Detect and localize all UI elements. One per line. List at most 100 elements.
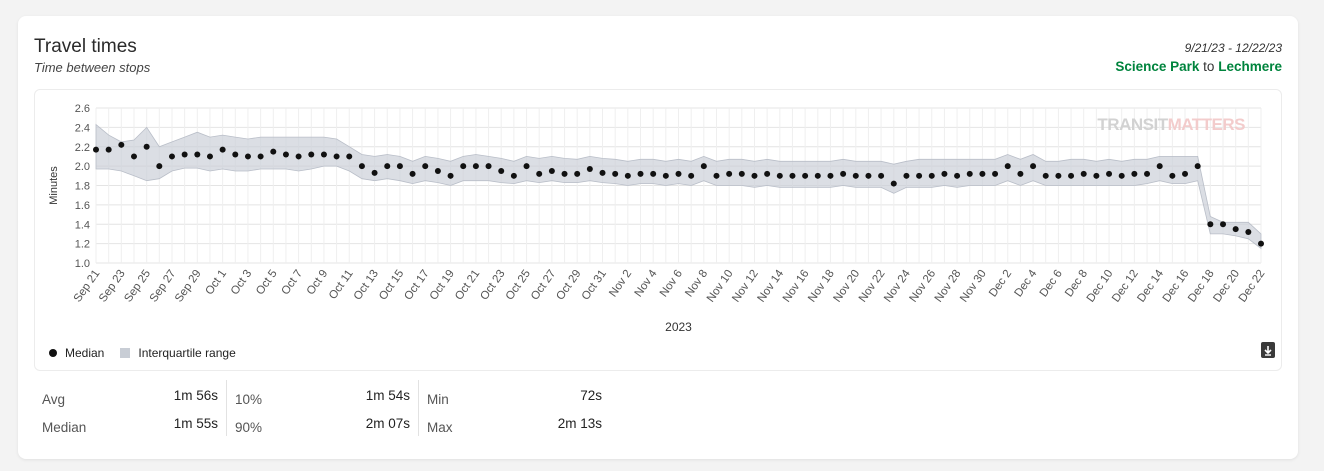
median-point xyxy=(1220,221,1227,228)
median-point xyxy=(599,169,606,176)
stat-min: Min 72s xyxy=(419,388,610,408)
median-point xyxy=(498,167,505,174)
iqr-legend-label[interactable]: Interquartile range xyxy=(138,346,236,360)
x-tick-label: Nov 6 xyxy=(658,268,685,299)
median-point xyxy=(472,163,479,170)
median-point xyxy=(1156,163,1163,170)
y-tick-label: 1.0 xyxy=(75,258,90,270)
stat-p10-value: 1m 54s xyxy=(365,388,410,403)
x-tick-label: Oct 1 xyxy=(203,268,229,297)
median-point xyxy=(1131,170,1138,177)
median-point xyxy=(168,153,175,160)
x-tick-label: Oct 11 xyxy=(327,268,356,302)
median-point xyxy=(624,172,631,179)
stat-max-label: Max xyxy=(427,420,453,435)
x-tick-label: Oct 9 xyxy=(305,268,331,297)
stats-col-avg-median: Avg 1m 56s Median 1m 55s xyxy=(34,380,226,436)
median-point xyxy=(637,170,644,177)
median-point xyxy=(548,167,555,174)
median-point xyxy=(713,172,720,179)
stat-median-value: 1m 55s xyxy=(173,416,218,431)
median-point xyxy=(295,153,302,160)
x-axis-label: 2023 xyxy=(665,320,692,334)
median-point xyxy=(1106,170,1113,177)
median-point xyxy=(675,170,682,177)
stat-p10: 10% 1m 54s xyxy=(227,388,418,408)
median-point xyxy=(1245,229,1252,235)
stat-p10-label: 10% xyxy=(235,392,263,407)
stat-max: Max 2m 13s xyxy=(419,416,610,436)
x-tick-label: Sep 29 xyxy=(173,268,204,305)
median-point xyxy=(1030,163,1037,170)
x-tick-label: Dec 22 xyxy=(1237,268,1268,305)
median-point xyxy=(979,170,986,177)
median-point xyxy=(928,172,935,179)
x-tick-label: Oct 31 xyxy=(580,268,609,303)
travel-times-card: Travel times Time between stops 9/21/23 … xyxy=(18,16,1298,459)
median-point xyxy=(878,172,885,179)
median-point xyxy=(814,172,821,179)
median-point xyxy=(890,180,897,187)
median-point xyxy=(726,170,733,177)
median-point xyxy=(1017,170,1024,177)
median-point xyxy=(827,172,834,179)
median-point xyxy=(586,166,593,173)
stats-col-percentiles: 10% 1m 54s 90% 2m 07s xyxy=(226,380,418,436)
y-tick-label: 2.2 xyxy=(75,142,90,154)
median-point xyxy=(118,141,125,148)
median-point xyxy=(447,172,454,179)
x-tick-label: Nov 4 xyxy=(633,267,660,299)
median-point xyxy=(282,151,289,158)
x-tick-label: Oct 17 xyxy=(402,268,431,303)
median-point xyxy=(865,172,872,179)
x-tick-label: Oct 15 xyxy=(377,268,406,303)
median-point xyxy=(1144,170,1151,177)
median-point xyxy=(308,151,315,158)
stat-avg: Avg 1m 56s xyxy=(34,388,226,408)
y-tick-label: 1.2 xyxy=(75,239,90,251)
stat-p90-value: 2m 07s xyxy=(365,416,410,431)
median-point xyxy=(650,170,657,177)
median-point xyxy=(561,170,568,177)
stat-p90-label: 90% xyxy=(235,420,263,435)
x-tick-label: Dec 4 xyxy=(1012,267,1039,299)
download-file-icon[interactable] xyxy=(1261,342,1275,358)
median-point xyxy=(270,148,277,155)
median-point xyxy=(320,151,327,158)
median-point xyxy=(1004,163,1011,170)
x-tick-label: Oct 5 xyxy=(254,268,280,297)
median-point xyxy=(510,172,517,179)
median-legend-label[interactable]: Median xyxy=(65,346,105,360)
median-point xyxy=(409,170,416,177)
median-point xyxy=(346,153,353,160)
median-point xyxy=(1258,240,1264,247)
median-point xyxy=(802,172,809,179)
stat-max-value: 2m 13s xyxy=(557,416,602,431)
x-tick-label: Oct 7 xyxy=(279,268,305,297)
median-point xyxy=(156,163,163,170)
median-legend-marker xyxy=(49,349,57,357)
median-point xyxy=(206,153,213,160)
median-point xyxy=(333,153,340,160)
median-point xyxy=(523,163,530,170)
median-point xyxy=(105,146,112,153)
median-point xyxy=(789,172,796,179)
median-point xyxy=(384,163,391,170)
median-point xyxy=(1182,170,1189,177)
x-tick-label: Oct 21 xyxy=(453,268,482,303)
y-axis-label: Minutes xyxy=(48,166,60,205)
median-point xyxy=(700,163,707,170)
median-point xyxy=(916,172,923,179)
stat-p90: 90% 2m 07s xyxy=(227,416,418,436)
y-tick-label: 1.8 xyxy=(75,181,90,193)
route-label: Science Park to Lechmere xyxy=(1115,59,1282,74)
median-point xyxy=(1093,172,1100,179)
iqr-band xyxy=(95,123,1262,250)
median-point xyxy=(1042,172,1049,179)
median-point xyxy=(688,172,695,179)
route-connector: to xyxy=(1203,59,1215,74)
median-point xyxy=(257,153,264,160)
median-point xyxy=(662,172,669,179)
stats-summary: Avg 1m 56s Median 1m 55s 10% 1m 54s 90% … xyxy=(34,380,614,440)
stat-min-value: 72s xyxy=(580,388,602,403)
